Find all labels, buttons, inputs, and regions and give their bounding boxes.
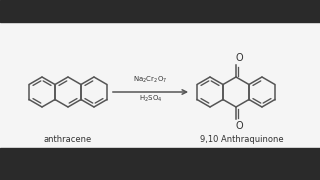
Text: O: O (235, 53, 243, 63)
Text: anthracene: anthracene (44, 135, 92, 144)
Text: 9,10 Anthraquinone: 9,10 Anthraquinone (200, 135, 284, 144)
Text: H$_2$SO$_4$: H$_2$SO$_4$ (139, 94, 162, 104)
Text: O: O (235, 121, 243, 131)
Bar (0, 0, 320, 22)
Text: Na$_2$Cr$_2$O$_7$: Na$_2$Cr$_2$O$_7$ (133, 75, 168, 85)
Bar (0, 148, 320, 180)
